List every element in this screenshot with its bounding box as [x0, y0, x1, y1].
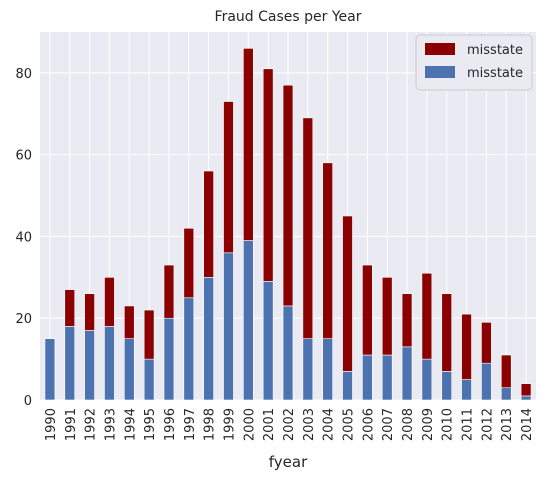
- x-tick-label-1990: 1990: [44, 408, 59, 441]
- bar-lower-2001: [262, 281, 274, 401]
- legend-swatch-misstate-top: [425, 43, 455, 55]
- x-tick-label-1998: 1998: [203, 408, 218, 441]
- legend-label-misstate-top: misstate: [467, 43, 523, 58]
- y-tick-label-60: 60: [15, 149, 32, 164]
- bar-lower-2000: [243, 240, 254, 401]
- bar-lower-1995: [143, 358, 155, 401]
- bar-upper-2006: [362, 264, 373, 356]
- y-tick-label-0: 0: [24, 394, 32, 409]
- x-tick-labels: 1990 1991 1992 1993 1994 1995 1996 1997 1998 1999…: [44, 408, 535, 441]
- bars-layer: [44, 48, 532, 401]
- x-tick-label-2011: 2011: [461, 408, 476, 441]
- bar-lower-1996: [163, 317, 175, 401]
- bar-upper-2000: [243, 48, 254, 241]
- x-axis-title: fyear: [269, 453, 308, 471]
- bar-upper-2002: [282, 84, 294, 307]
- bar-upper-2012: [481, 322, 492, 364]
- y-tick-labels: 0 20 40 60 80: [15, 67, 32, 409]
- bar-lower-1997: [183, 297, 195, 401]
- x-tick-label-1992: 1992: [84, 408, 99, 441]
- bar-lower-2003: [302, 338, 314, 401]
- bar-lower-2010: [441, 371, 452, 401]
- bar-upper-2003: [302, 117, 314, 339]
- bar-upper-2009: [421, 272, 433, 360]
- bar-upper-2008: [401, 293, 413, 348]
- bar-lower-2002: [282, 305, 294, 401]
- x-tick-label-2005: 2005: [342, 408, 357, 441]
- bar-upper-1992: [84, 293, 95, 331]
- bar-upper-1996: [163, 264, 175, 319]
- bar-upper-2011: [461, 313, 472, 380]
- bar-lower-2012: [481, 362, 492, 401]
- x-tick-label-1996: 1996: [163, 408, 178, 441]
- bar-lower-2014: [520, 395, 532, 401]
- x-tick-label-1993: 1993: [103, 408, 118, 441]
- x-tick-label-2002: 2002: [282, 408, 297, 441]
- bar-lower-2007: [381, 354, 393, 401]
- legend: misstate misstate: [415, 34, 533, 91]
- x-tick-label-1997: 1997: [183, 408, 198, 441]
- bar-upper-2014: [520, 383, 532, 397]
- x-tick-label-2009: 2009: [421, 408, 436, 441]
- legend-label-misstate-bottom: misstate: [467, 66, 523, 81]
- bar-lower-2011: [461, 379, 472, 401]
- bar-lower-1994: [124, 338, 135, 401]
- bar-lower-2006: [362, 354, 373, 401]
- bar-upper-1997: [183, 227, 195, 299]
- x-tick-label-2003: 2003: [302, 408, 317, 441]
- bar-lower-2004: [322, 338, 333, 401]
- x-tick-label-2010: 2010: [441, 408, 456, 441]
- x-tick-label-2004: 2004: [322, 408, 337, 441]
- bar-upper-2005: [342, 215, 353, 372]
- x-tick-label-2008: 2008: [401, 408, 416, 441]
- bar-upper-2004: [322, 162, 333, 339]
- y-tick-label-40: 40: [15, 230, 32, 245]
- bar-upper-1999: [223, 101, 234, 254]
- bar-upper-2010: [441, 293, 452, 372]
- bar-upper-1994: [124, 305, 135, 339]
- x-tick-label-1994: 1994: [123, 408, 138, 441]
- x-tick-label-2000: 2000: [242, 408, 257, 441]
- x-tick-label-2006: 2006: [361, 408, 376, 441]
- bar-lower-1992: [84, 330, 95, 401]
- bar-lower-1998: [203, 277, 214, 401]
- bar-lower-1990: [44, 338, 56, 401]
- bar-upper-1991: [64, 289, 76, 327]
- bar-upper-2001: [262, 68, 274, 282]
- x-tick-label-2007: 2007: [381, 408, 396, 441]
- bar-lower-1993: [104, 326, 115, 401]
- bar-lower-2013: [500, 387, 512, 401]
- x-tick-label-1991: 1991: [64, 408, 79, 441]
- bar-lower-2009: [421, 358, 433, 401]
- x-tick-label-2014: 2014: [520, 408, 535, 441]
- chart-title: Fraud Cases per Year: [215, 9, 362, 25]
- bar-lower-2008: [401, 346, 413, 401]
- bar-lower-1999: [223, 252, 234, 401]
- y-tick-label-80: 80: [15, 67, 32, 82]
- bar-upper-1998: [203, 170, 214, 278]
- bar-upper-1993: [104, 277, 115, 327]
- x-tick-label-2012: 2012: [480, 408, 495, 441]
- x-tick-label-2001: 2001: [262, 408, 277, 441]
- bar-upper-2007: [381, 277, 393, 356]
- bar-upper-2013: [500, 354, 512, 389]
- legend-swatch-misstate-bottom: [425, 66, 455, 78]
- y-tick-label-20: 20: [15, 312, 32, 327]
- x-tick-label-2013: 2013: [500, 408, 515, 441]
- x-tick-label-1999: 1999: [222, 408, 237, 441]
- bar-upper-1995: [143, 309, 155, 360]
- x-tick-label-1995: 1995: [143, 408, 158, 441]
- bar-lower-1991: [64, 326, 76, 401]
- bar-lower-2005: [342, 371, 353, 401]
